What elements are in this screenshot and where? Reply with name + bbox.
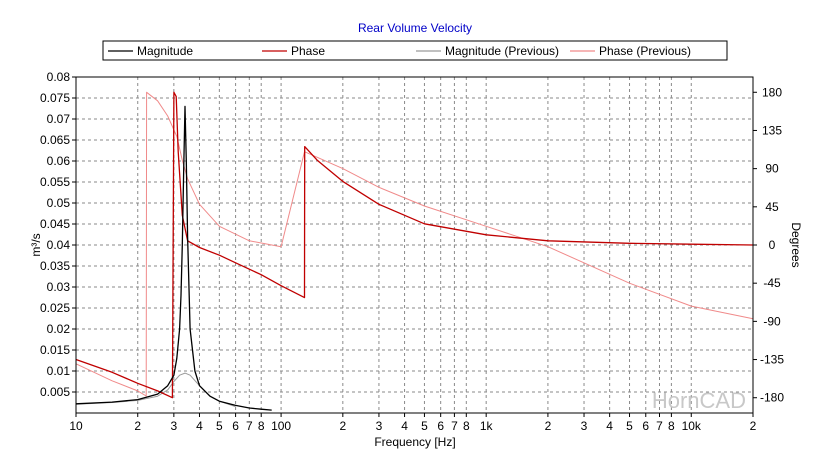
x-tick-label-5: 6 [232, 419, 239, 433]
y-tick-label-0: 0.005 [40, 385, 70, 399]
grid-lines [76, 77, 753, 413]
x-tick-label-18: 3 [581, 419, 588, 433]
y-tick-label-6: 0.035 [40, 259, 70, 273]
x-tick-label-6: 7 [246, 419, 253, 433]
x-tick-label-19: 4 [606, 419, 613, 433]
x-tick-label-8: 100 [271, 419, 291, 433]
x-tick-label-23: 8 [668, 419, 675, 433]
y-tick-label-13: 0.07 [47, 112, 71, 126]
x-tick-label-11: 4 [401, 419, 408, 433]
y-tick-label-9: 0.05 [47, 196, 71, 210]
y-tick-label-15: 0.08 [47, 70, 71, 84]
x-axis-label: Frequency [Hz] [374, 435, 455, 449]
chart-title: Rear Volume Velocity [358, 21, 472, 35]
y-tick-label-7: 0.04 [47, 238, 71, 252]
x-tick-label-2: 3 [171, 419, 178, 433]
legend-label-magnitude: Magnitude [137, 44, 193, 58]
y2-axis-label: Degrees [789, 222, 803, 267]
x-tick-label-1: 2 [134, 419, 141, 433]
y2-tick-label-7: 135 [762, 123, 782, 137]
legend-box [102, 40, 728, 61]
x-tick-label-14: 7 [451, 419, 458, 433]
x-tick-label-12: 5 [421, 419, 428, 433]
x-tick-label-20: 5 [626, 419, 633, 433]
x-tick-label-4: 5 [216, 419, 223, 433]
y-tick-label-1: 0.01 [47, 364, 71, 378]
y-tick-label-10: 0.055 [40, 175, 70, 189]
y2-tick-label-5: 45 [765, 200, 779, 214]
y-axis-ticks: 0.005 0.01 0.015 0.02 0.025 0.03 0.035 0.04 0.04… [40, 70, 76, 399]
x-tick-label-25: 2 [750, 419, 757, 433]
legend-label-phase-previous: Phase (Previous) [599, 44, 691, 58]
y2-tick-label-0: -180 [760, 391, 784, 405]
watermark-logo: HornCAD [652, 388, 746, 413]
y2-tick-label-6: 90 [765, 162, 779, 176]
series-group [75, 91, 754, 411]
y2-tick-label-4: 0 [769, 238, 776, 252]
x-tick-label-16: 1k [480, 419, 494, 433]
y-tick-label-8: 0.045 [40, 217, 70, 231]
x-tick-label-0: 10 [69, 419, 83, 433]
y2-tick-label-2: -90 [763, 314, 781, 328]
y-tick-label-5: 0.03 [47, 280, 71, 294]
y-tick-label-3: 0.02 [47, 322, 71, 336]
legend: Magnitude Phase Magnitude (Previous) Pha… [102, 40, 728, 61]
x-tick-label-7: 8 [258, 419, 265, 433]
x-tick-label-22: 7 [656, 419, 663, 433]
series-line-phase [75, 91, 754, 399]
x-tick-label-15: 8 [463, 419, 470, 433]
y-tick-label-12: 0.065 [40, 133, 70, 147]
series-line-phase-previous [75, 91, 754, 397]
x-axis-ticks: 10 2 3 4 5 6 7 8 100 2 3 4 5 6 7 8 1k 2 3 4 5 6 7 8 10k 2 [69, 413, 757, 433]
y2-tick-label-3: -45 [763, 276, 781, 290]
y-tick-label-14: 0.075 [40, 91, 70, 105]
x-tick-label-21: 6 [642, 419, 649, 433]
x-tick-label-10: 3 [376, 419, 383, 433]
y-axis-label: m³/s [29, 233, 43, 256]
x-tick-label-24: 10k [682, 419, 702, 433]
y-tick-label-11: 0.06 [47, 154, 71, 168]
y-tick-label-4: 0.025 [40, 301, 70, 315]
x-tick-label-3: 4 [196, 419, 203, 433]
legend-label-magnitude-previous: Magnitude (Previous) [445, 44, 559, 58]
y2-axis-ticks: -180 -135 -90 -45 0 45 90 135 180 [753, 85, 784, 405]
series-line-magnitude [75, 105, 272, 411]
y2-tick-label-8: 180 [762, 85, 782, 99]
x-tick-label-9: 2 [339, 419, 346, 433]
y-tick-label-2: 0.015 [40, 343, 70, 357]
legend-label-phase: Phase [291, 44, 325, 58]
x-tick-label-13: 6 [437, 419, 444, 433]
x-tick-label-17: 2 [545, 419, 552, 433]
y2-tick-label-1: -135 [760, 353, 784, 367]
